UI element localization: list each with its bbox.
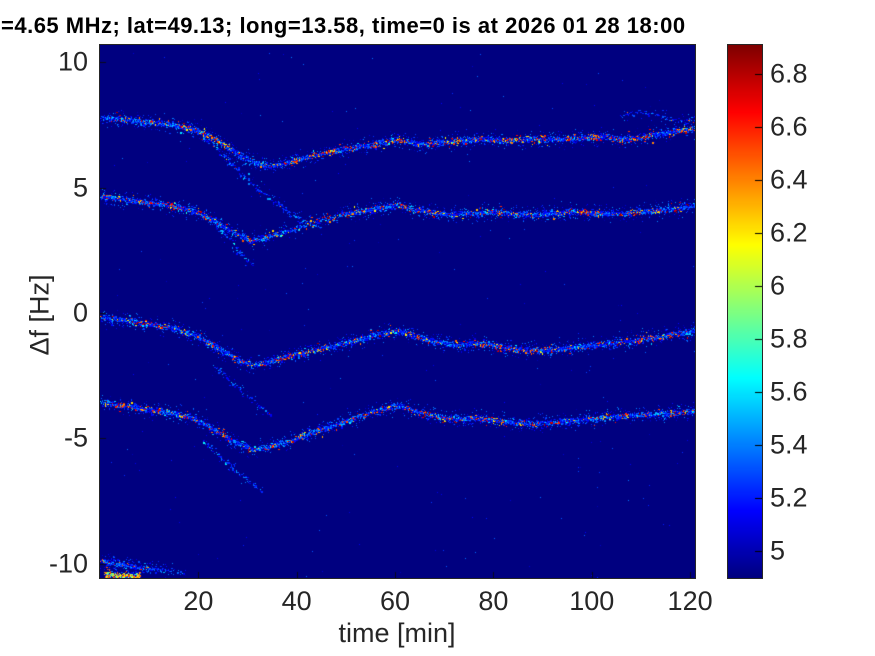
y-tick-label: -10 [48,548,88,579]
heatmap-canvas [100,45,695,578]
colorbar-tick-label: 6.8 [770,58,808,89]
colorbar-tick-label: 6 [770,270,786,301]
y-tick-label: -5 [63,422,88,453]
colorbar-tick-label: 5 [770,535,786,566]
x-tick-label: 100 [569,586,615,616]
x-axis-label: time [min] [338,618,456,648]
y-tick-label: 10 [57,46,88,77]
chart-title: =4.65 MHz; lat=49.13; long=13.58, time=0… [1,13,686,38]
colorbar-tick-label: 5.8 [770,323,808,354]
colorbar-tick-label: 5.2 [770,482,808,513]
plot-area [99,44,696,579]
colorbar-tick-label: 6.6 [770,111,808,142]
x-tick-label: 80 [478,586,509,616]
colorbar-tick-label: 5.6 [770,376,808,407]
y-tick-label: 0 [72,297,88,328]
x-tick-label: 60 [380,586,411,616]
colorbar-tick-label: 6.4 [770,164,808,195]
colorbar [727,44,763,579]
colorbar-gradient [728,45,762,578]
y-tick-label: 5 [72,172,88,203]
x-tick-label: 120 [667,586,713,616]
x-tick-label: 20 [183,586,214,616]
x-tick-label: 40 [281,586,312,616]
colorbar-tick-label: 5.4 [770,429,808,460]
colorbar-tick-label: 6.2 [770,217,808,248]
y-axis-label: Δf [Hz] [24,274,55,356]
